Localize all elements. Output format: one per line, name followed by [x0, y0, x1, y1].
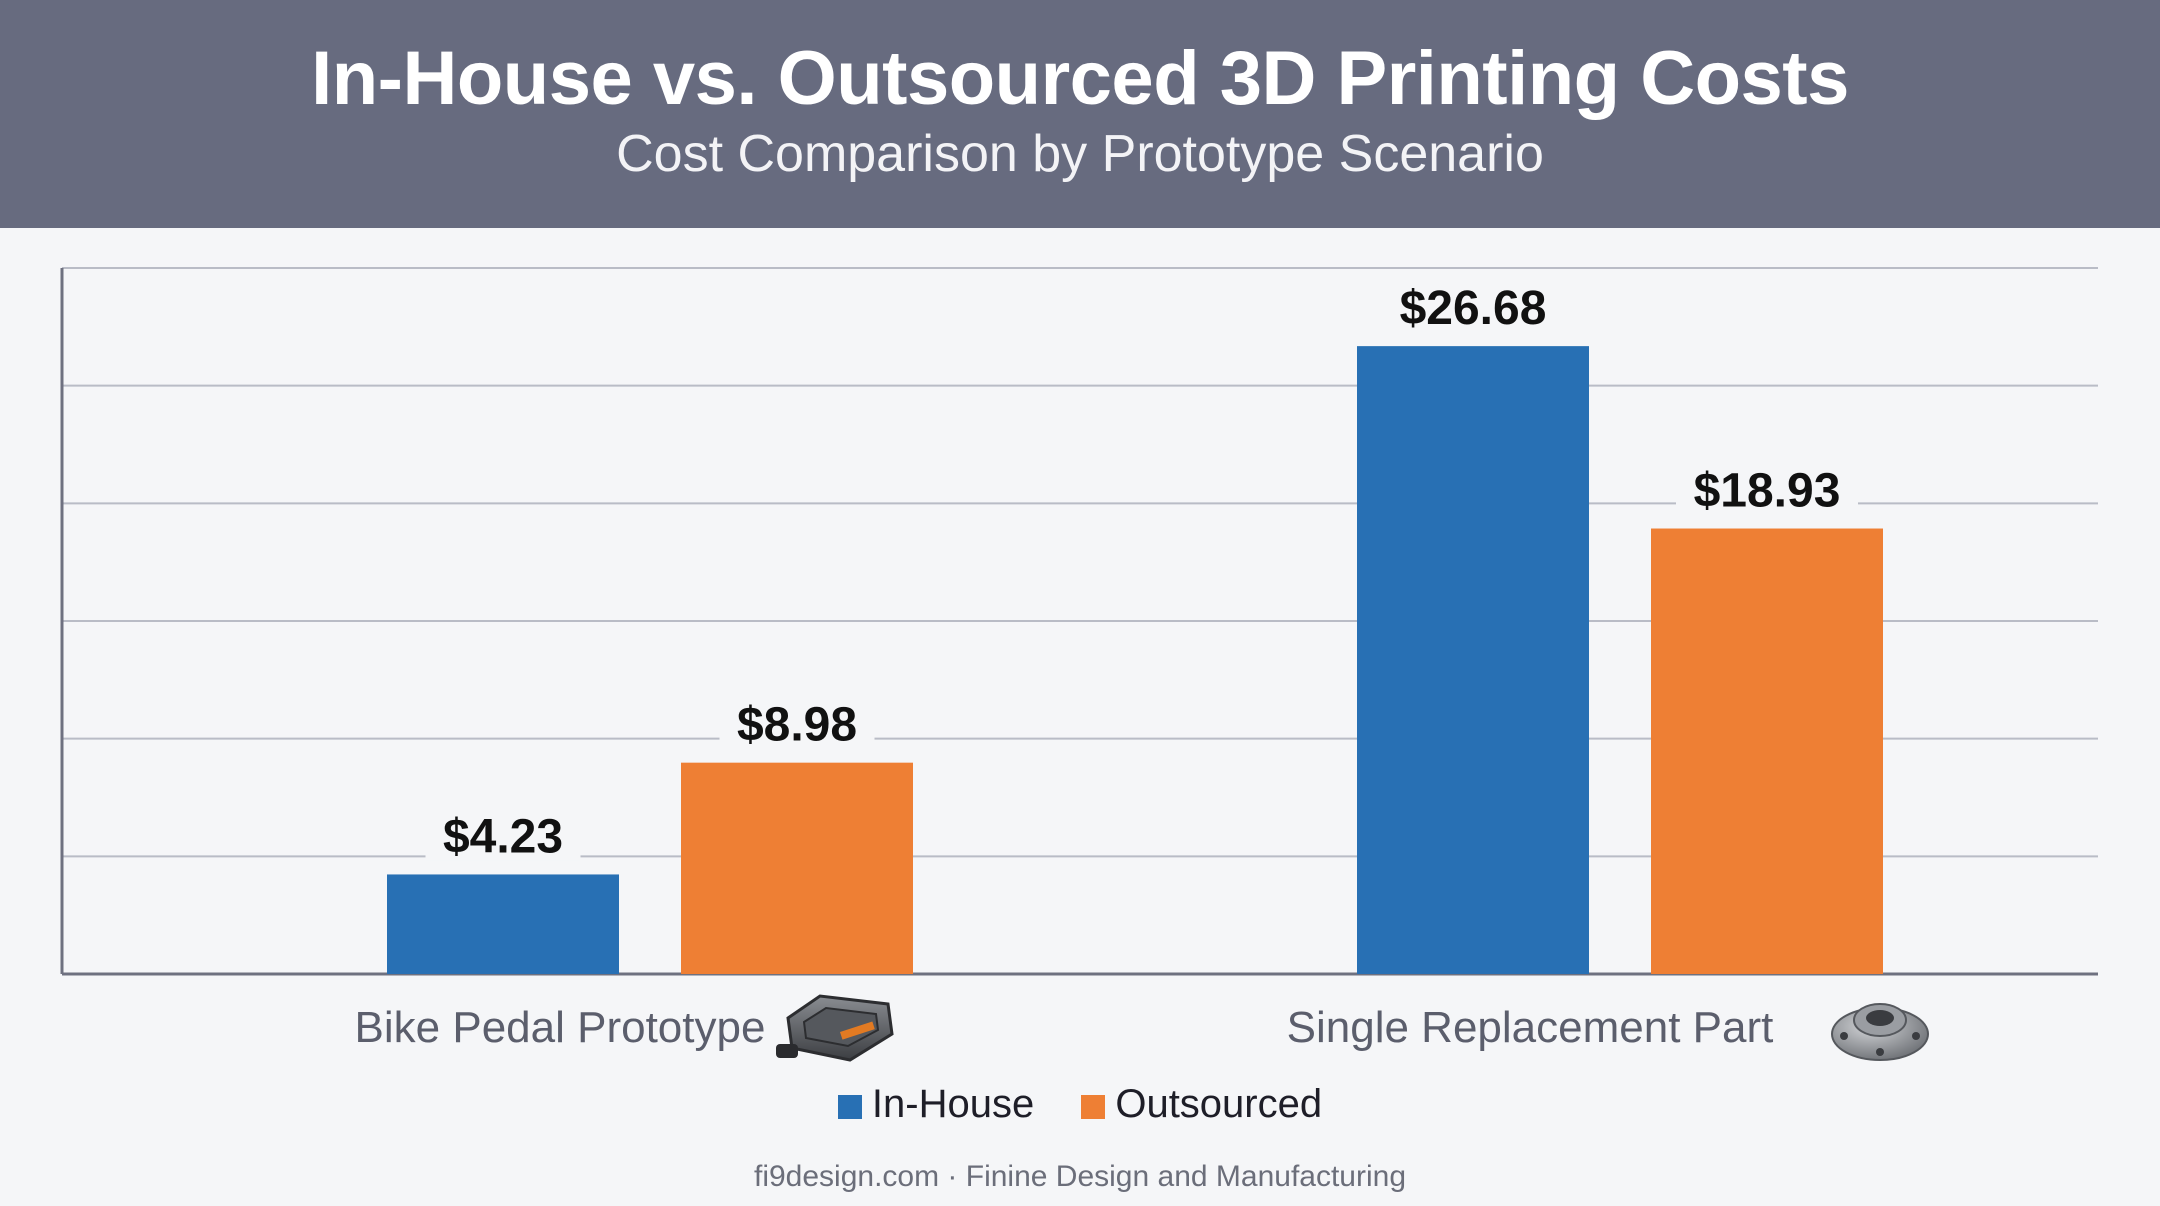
- legend-item-outsourced[interactable]: Outsourced: [1081, 1082, 1322, 1127]
- bar-chart: $4.23 $8.98 $26.68 $18.93 Bike Pedal Protot…: [60, 267, 2098, 1062]
- legend-label-in-house: In-House: [871, 1081, 1035, 1126]
- value-label-bg: [1676, 462, 1858, 515]
- legend-swatch-outsourced: [1081, 1094, 1106, 1119]
- category-label-1: Bike Pedal Prototype: [355, 1003, 766, 1052]
- chart-subtitle: Cost Comparison by Prototype Scenario: [616, 125, 1544, 183]
- legend-item-in-house[interactable]: In-House: [837, 1081, 1035, 1127]
- value-label-bg: [719, 696, 875, 749]
- value-labels: $4.23 $8.98 $26.68 $18.93: [425, 280, 1858, 863]
- value-label-outsourced-2: $18.93: [1694, 465, 1841, 518]
- category-labels: Bike Pedal Prototype Single Replacement P…: [355, 994, 1929, 1062]
- legend-swatch-in-house: [837, 1094, 862, 1119]
- chart-title: In-House vs. Outsourced 3D Printing Cost…: [311, 36, 1849, 121]
- legend-label-outsourced: Outsourced: [1115, 1081, 1323, 1126]
- category-label-2: Single Replacement Part: [1287, 1003, 1774, 1052]
- header-banner: In-House vs. Outsourced 3D Printing Cost…: [0, 0, 2160, 228]
- bike-pedal-icon: [776, 994, 894, 1062]
- value-label-in-house-1: $4.23: [443, 810, 563, 863]
- value-label-in-house-2: $26.68: [1400, 282, 1547, 335]
- bars: [387, 346, 1883, 974]
- value-label-bg: [425, 808, 581, 861]
- flange-part-icon: [1831, 1003, 1929, 1061]
- bar-outsourced-1[interactable]: [681, 762, 913, 974]
- bar-outsourced-2[interactable]: [1651, 528, 1883, 974]
- value-label-outsourced-1: $8.98: [737, 699, 857, 752]
- legend: In-House Outsourced: [0, 1080, 2160, 1127]
- footer-credit: fi9design.com · Finine Design and Manufa…: [753, 1160, 1407, 1193]
- bar-in-house-1[interactable]: [387, 874, 619, 974]
- value-label-bg: [1382, 280, 1564, 333]
- bar-in-house-2[interactable]: [1357, 346, 1589, 974]
